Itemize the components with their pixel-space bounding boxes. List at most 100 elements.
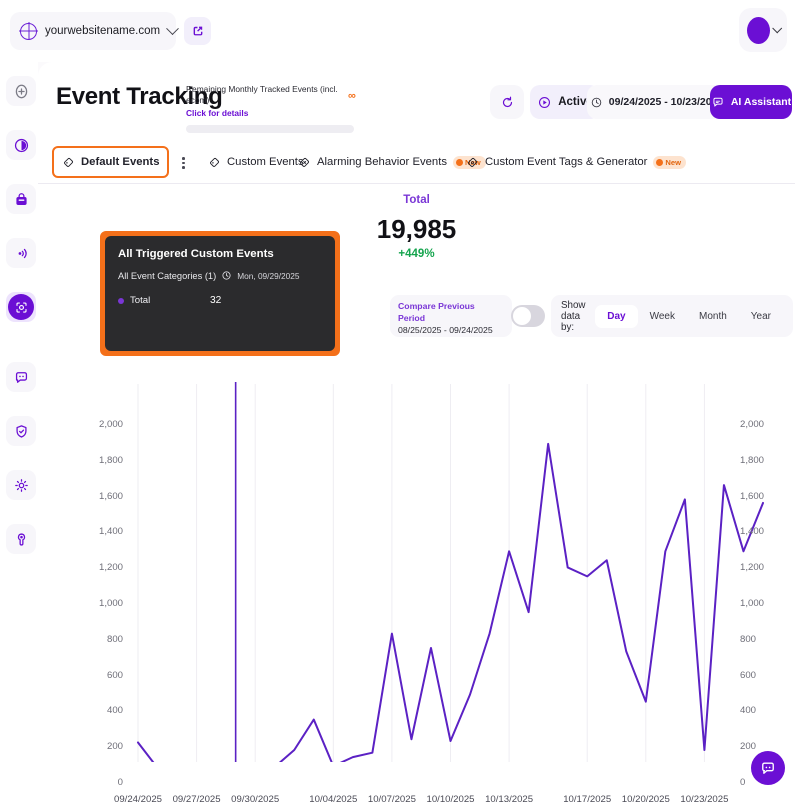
granularity-day[interactable]: Day — [595, 304, 638, 328]
target-scan-icon — [15, 301, 27, 313]
chat-bubble-icon — [762, 762, 774, 774]
tooltip-series-label: Total — [130, 295, 151, 306]
tag-icon — [64, 157, 73, 167]
chevron-down-icon[interactable] — [771, 22, 782, 33]
badge-label: New — [665, 157, 682, 167]
chat-assistant-icon — [713, 97, 723, 107]
chart-tooltip: All Triggered Custom Events All Event Ca… — [105, 236, 335, 351]
external-link-icon — [193, 26, 202, 36]
badge-dot-icon — [656, 158, 664, 166]
user-menu[interactable] — [739, 8, 787, 52]
external-link-button[interactable] — [184, 17, 211, 45]
y-tick-label-right: 2,000 — [740, 419, 765, 430]
page-title: Event Tracking — [56, 83, 223, 110]
y-tick-label-right: 1,200 — [740, 562, 765, 574]
sidebar-item-add[interactable] — [6, 76, 36, 106]
quota-details-link[interactable]: Click for details — [186, 108, 249, 118]
tag-alert-icon — [300, 157, 309, 167]
signal-icon — [18, 248, 27, 258]
tab-custom-events[interactable]: Custom Events — [200, 146, 312, 178]
new-badge: New — [653, 155, 687, 169]
refresh-icon — [502, 96, 512, 107]
site-domain-label: yourwebsitename.com — [45, 25, 161, 37]
y-tick-label-right: 600 — [740, 669, 757, 681]
sidebar-item-settings[interactable] — [6, 470, 36, 500]
new-badge: New — [452, 155, 486, 169]
gear-icon — [14, 478, 28, 492]
quota-label: Remaining Monthly Tracked Events (incl. … — [186, 84, 338, 105]
refresh-button[interactable] — [490, 85, 524, 119]
y-tick-label-left: 200 — [106, 741, 123, 753]
play-circle-icon — [539, 96, 551, 108]
granularity-selector: Show data by: Day Week Month Year — [551, 295, 793, 337]
chart: 0 200 400 600 800 1,000 1,200 1,400 1,600 1,800 2,… — [38, 362, 795, 805]
granularity-year[interactable]: Year — [750, 310, 771, 322]
tab-default-events[interactable]: Default Events — [52, 146, 170, 178]
chevron-down-icon[interactable] — [166, 21, 179, 35]
tooltip-categories: All Event Categories (1) — [118, 270, 217, 281]
tooltip-title: All Triggered Custom Events — [118, 248, 274, 260]
quota-progress-bar — [186, 125, 354, 133]
sidebar-item-analytics[interactable] — [6, 130, 36, 160]
chart-tooltip-highlight: All Triggered Custom Events All Event Ca… — [100, 231, 340, 356]
quota-block: Remaining Monthly Tracked Events (incl. … — [186, 84, 361, 133]
content-card: Event Tracking Remaining Monthly Tracked… — [38, 62, 795, 805]
tooltip-date: Mon, 09/29/2025 — [237, 270, 300, 281]
y-tick-label-right: 400 — [740, 705, 757, 717]
sidebar-item-commerce[interactable] — [6, 184, 36, 214]
avatar — [746, 16, 770, 44]
compare-title: Compare Previous Period — [398, 301, 475, 323]
compare-previous-period[interactable]: Compare Previous Period 08/25/2025 - 09/… — [390, 295, 512, 337]
status-label: Active — [558, 96, 593, 108]
show-data-by-label: Show data by: — [561, 299, 586, 333]
y-tick-label-left: 800 — [106, 633, 123, 645]
tab-options-kebab[interactable] — [182, 157, 185, 169]
y-tick-label-left: 2,000 — [98, 419, 123, 430]
tab-label: Alarming Behavior Events — [317, 156, 447, 168]
y-tick-label-left: 1,600 — [98, 490, 123, 502]
tag-icon — [210, 157, 219, 167]
globe-icon — [20, 22, 37, 40]
main-area: Event Tracking Remaining Monthly Tracked… — [38, 62, 795, 805]
ai-assistant-label: AI Assistant — [730, 96, 792, 108]
clock-icon — [591, 97, 602, 107]
tooltip-meta: All Event Categories (1) Mon, 09/29/2025 — [118, 270, 322, 281]
y-tick-label-right: 1,400 — [740, 526, 765, 538]
y-tick-label-right: 200 — [740, 741, 757, 753]
x-tick-label: 10/13/2025 — [485, 794, 534, 805]
site-selector[interactable]: yourwebsitename.com — [10, 12, 179, 50]
line-chart-svg[interactable] — [38, 362, 795, 785]
sidebar-active-indicator — [8, 294, 34, 320]
add-circle-icon — [15, 84, 27, 98]
sidebar-item-messages[interactable] — [6, 362, 36, 392]
tab-label: Custom Events — [227, 156, 304, 168]
sidebar-item-security[interactable] — [6, 416, 36, 446]
tab-label: Custom Event Tags & Generator — [485, 156, 648, 168]
sidebar-item-event-tracking[interactable] — [6, 292, 36, 322]
badge-label: New — [464, 157, 481, 167]
infinity-icon: ∞ — [348, 90, 356, 102]
sidebar-item-signals[interactable] — [6, 238, 36, 268]
tab-bar: Default Events Custom Events Alarming Be… — [38, 140, 795, 184]
date-range-label: 09/24/2025 - 10/23/2025 — [608, 96, 724, 108]
ai-assistant-button[interactable]: AI Assistant — [710, 85, 792, 119]
granularity-week[interactable]: Week — [649, 310, 675, 322]
sidebar-item-account[interactable] — [6, 524, 36, 554]
series-color-dot — [118, 297, 124, 304]
y-tick-label-left: 400 — [106, 705, 123, 717]
y-tick-label-left: 1,800 — [98, 454, 123, 466]
compare-toggle[interactable] — [511, 305, 545, 327]
granularity-month[interactable]: Month — [698, 310, 727, 322]
y-tick-label-right: 1,000 — [740, 598, 765, 609]
top-bar: yourwebsitename.com — [0, 0, 795, 62]
tab-custom-event-tags-generator[interactable]: Custom Event Tags & Generator New — [458, 146, 694, 178]
total-label: Total — [403, 194, 430, 206]
support-chat-button[interactable] — [751, 751, 785, 785]
total-value: 19,985 — [376, 214, 457, 244]
y-tick-label-left: 1,000 — [98, 598, 123, 609]
analytics-pie-icon — [14, 138, 28, 152]
tab-alarming-behavior-events[interactable]: Alarming Behavior Events New — [290, 146, 494, 178]
sidebar — [0, 62, 42, 795]
tag-gear-icon — [468, 157, 477, 167]
toggle-knob — [513, 307, 531, 325]
